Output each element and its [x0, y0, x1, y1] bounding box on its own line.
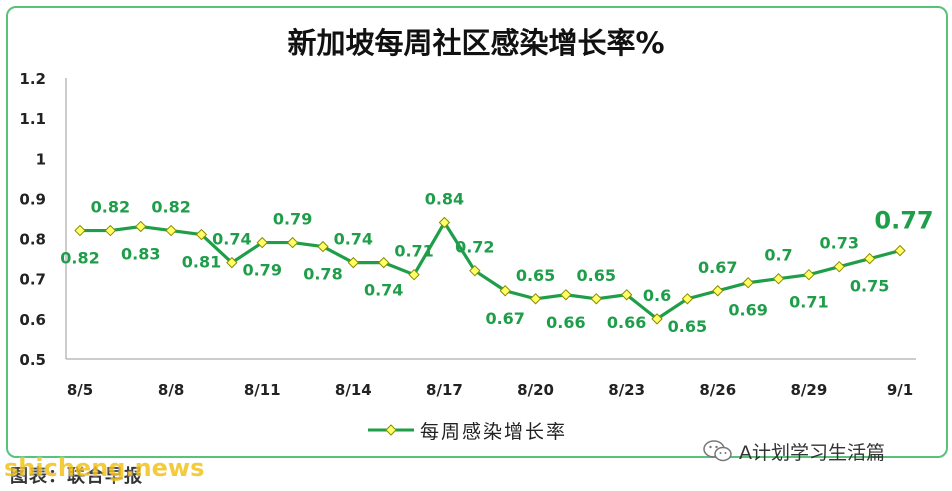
data-label: 0.67	[698, 258, 737, 277]
data-point	[256, 236, 268, 249]
chart-title: 新加坡每周社区感染增长率%	[287, 26, 665, 60]
data-label: 0.82	[60, 249, 99, 268]
x-tick-label: 8/5	[67, 381, 93, 399]
data-point	[499, 285, 511, 297]
data-label: 0.73	[820, 234, 859, 253]
data-label: 0.78	[303, 265, 342, 284]
legend-label: 每周感染增长率	[420, 420, 568, 443]
data-label: 0.65	[516, 266, 555, 285]
wechat-icon	[703, 440, 732, 462]
data-point	[286, 236, 299, 249]
y-tick-label: 1.1	[19, 110, 46, 128]
wechat-account-name: A计划学习生活篇	[739, 441, 885, 464]
wechat-account: A计划学习生活篇	[703, 436, 885, 466]
y-tick-label: 0.5	[19, 351, 46, 369]
data-label: 0.75	[850, 277, 889, 296]
data-label: 0.81	[182, 253, 221, 272]
data-point	[347, 256, 360, 269]
data-point	[529, 293, 542, 305]
data-point	[317, 240, 329, 253]
data-point	[651, 313, 663, 325]
data-point	[863, 252, 876, 265]
data-point	[620, 289, 633, 301]
data-label: 0.66	[546, 313, 585, 332]
data-point	[165, 224, 177, 237]
y-tick-label: 0.7	[19, 271, 46, 289]
data-label: 0.72	[455, 238, 494, 257]
data-label: 0.66	[607, 313, 646, 332]
data-point	[712, 285, 724, 297]
data-label-latest: 0.77	[874, 207, 933, 235]
data-label: 0.71	[789, 293, 828, 312]
site-watermark: shicheng.news	[4, 454, 205, 482]
legend: 每周感染增长率	[368, 415, 567, 445]
data-point	[377, 256, 390, 269]
data-label: 0.82	[91, 198, 130, 217]
data-point	[560, 289, 572, 301]
x-tick-label: 8/26	[699, 381, 736, 399]
data-label: 0.83	[121, 245, 160, 264]
y-tick-label: 1.2	[19, 70, 46, 88]
x-tick-label: 8/14	[335, 381, 372, 399]
data-point	[438, 216, 451, 229]
data-point	[135, 220, 147, 233]
data-point	[681, 293, 694, 305]
data-label: 0.74	[364, 281, 403, 300]
data-point	[469, 264, 481, 277]
data-point	[590, 293, 603, 305]
data-point	[803, 268, 815, 281]
data-point	[772, 273, 785, 285]
data-label: 0.65	[577, 266, 616, 285]
series-line	[80, 220, 901, 321]
data-point	[894, 244, 906, 257]
data-label: 0.7	[764, 246, 792, 265]
chart-frame	[6, 6, 948, 458]
x-tick-label: 8/8	[158, 381, 184, 399]
data-label: 0.84	[425, 190, 464, 209]
data-label: 0.74	[334, 230, 373, 249]
data-label: 0.6	[643, 286, 671, 305]
legend-line-marker-icon	[368, 424, 414, 436]
x-tick-label: 9/1	[887, 381, 913, 399]
y-tick-label: 0.6	[19, 311, 46, 329]
x-tick-label: 8/20	[517, 381, 554, 399]
data-label: 0.71	[394, 242, 433, 261]
y-tick-label: 1	[36, 150, 46, 168]
data-point	[104, 224, 117, 237]
data-point	[833, 260, 845, 273]
data-label: 0.82	[151, 198, 190, 217]
y-tick-label: 0.9	[19, 190, 46, 208]
data-label: 0.79	[242, 261, 281, 280]
data-point	[742, 277, 754, 289]
data-label: 0.69	[728, 301, 767, 320]
x-tick-label: 8/23	[608, 381, 645, 399]
data-label: 0.65	[668, 317, 707, 336]
x-tick-label: 8/11	[244, 381, 281, 399]
x-tick-label: 8/17	[426, 381, 463, 399]
data-label: 0.74	[212, 230, 251, 249]
chart-source: 图表：联合早报	[10, 466, 143, 487]
data-point	[226, 256, 238, 269]
data-label: 0.79	[273, 210, 312, 229]
x-tick-label: 8/29	[790, 381, 827, 399]
data-point	[408, 268, 420, 281]
y-tick-label: 0.8	[19, 231, 46, 249]
data-point	[74, 224, 86, 237]
data-point	[195, 228, 208, 241]
data-label: 0.67	[485, 309, 524, 328]
